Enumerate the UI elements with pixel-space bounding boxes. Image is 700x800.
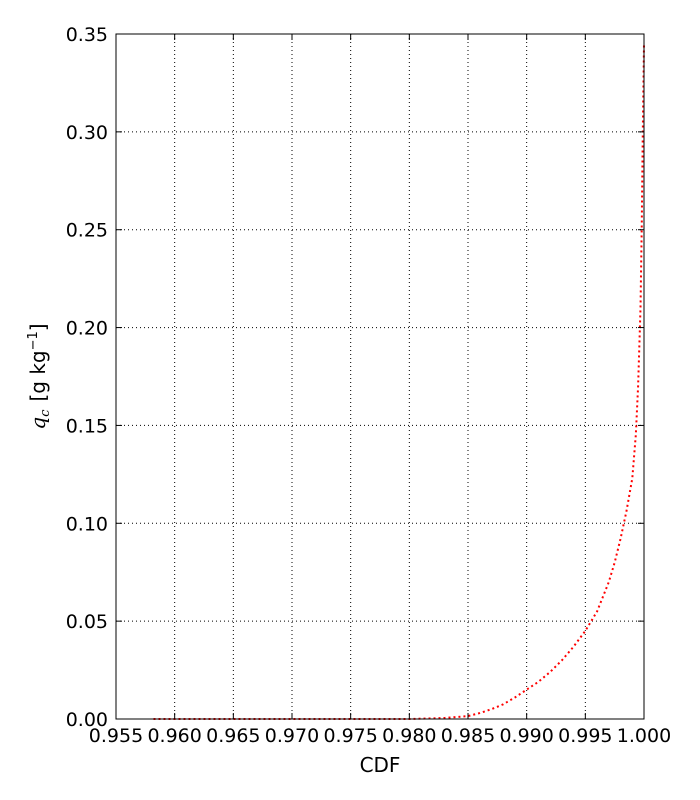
- x-tick-label: 0.955: [89, 725, 143, 747]
- x-tick-label: 0.980: [382, 725, 436, 747]
- y-axis-label-close: ]: [26, 323, 50, 331]
- x-tick-label: 0.970: [265, 725, 319, 747]
- y-tick-label: 0.15: [66, 415, 108, 437]
- x-axis-label: CDF: [360, 753, 401, 777]
- x-tick-label: 0.960: [147, 725, 201, 747]
- y-tick-label: 0.05: [66, 611, 108, 633]
- y-tick-label: 0.10: [66, 513, 108, 535]
- data-series-line: [153, 43, 645, 720]
- ticks: 0.955 0.960 0.965 0.970 0.975 0.980 0.985 0.990…: [66, 24, 672, 747]
- x-tick-label: 0.995: [558, 725, 612, 747]
- series-layer: [153, 43, 645, 720]
- y-tick-label: 0.35: [66, 24, 108, 46]
- y-tick-label: 0.20: [66, 318, 108, 340]
- y-tick-label: 0.00: [66, 709, 108, 731]
- x-tick-label: 0.965: [206, 725, 260, 747]
- x-tick-label: 0.985: [441, 725, 495, 747]
- x-tick-label: 1.000: [617, 725, 671, 747]
- y-axis-label-subscript: c: [38, 409, 53, 417]
- y-axis-label-superscript: −1: [26, 331, 41, 350]
- y-tick-label: 0.25: [66, 220, 108, 242]
- plot-frame: [115, 33, 645, 720]
- y-tick-label: 0.30: [66, 122, 108, 144]
- grid: [116, 34, 644, 719]
- y-axis-label-symbol: q: [26, 417, 50, 430]
- y-axis-label-units: [g kg: [26, 350, 50, 401]
- x-tick-label: 0.990: [499, 725, 553, 747]
- y-axis-label: qc [g kg−1]: [26, 323, 53, 429]
- x-tick-label: 0.975: [323, 725, 377, 747]
